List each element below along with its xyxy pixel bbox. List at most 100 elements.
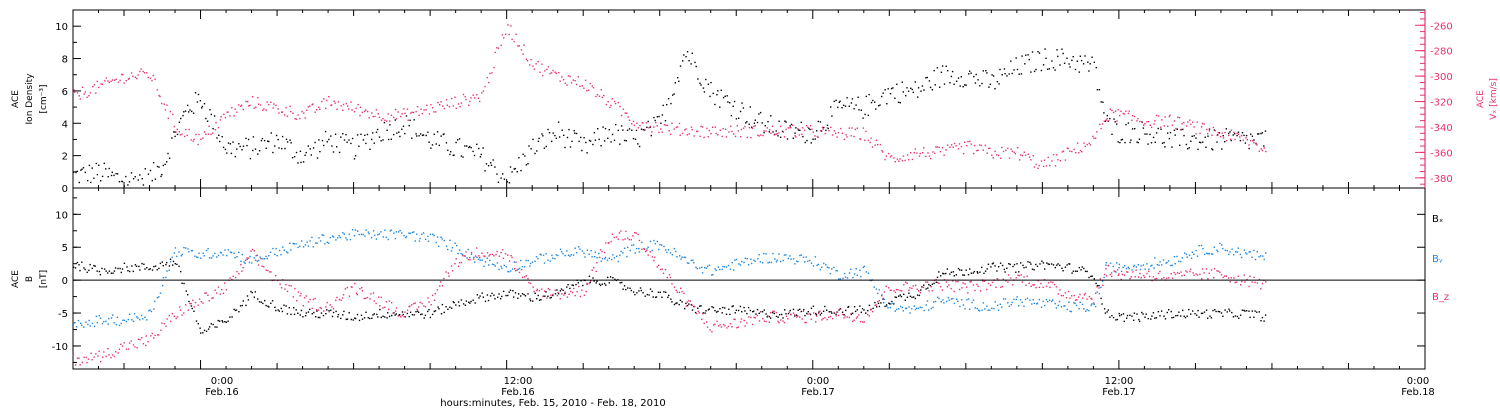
- bx-point: [909, 295, 912, 297]
- bx-point: [593, 280, 595, 282]
- vx-point: [1112, 111, 1115, 114]
- bz-point: [819, 310, 821, 312]
- by-point: [984, 308, 986, 310]
- by-point: [405, 235, 408, 238]
- by-point: [181, 253, 183, 256]
- bx-point: [766, 316, 768, 318]
- bx-point: [1066, 264, 1068, 266]
- by-point: [542, 254, 545, 256]
- vx-point: [1064, 159, 1067, 161]
- bx-point: [697, 307, 699, 309]
- ion-density-point: [221, 136, 223, 138]
- by-point: [583, 252, 585, 254]
- ion-density-point: [1174, 134, 1176, 136]
- ion-density-point: [261, 137, 264, 140]
- bx-point: [411, 314, 414, 316]
- bz-point: [323, 310, 325, 312]
- top-right-ylabel-vx: Vₓ [km/s]: [1489, 78, 1499, 120]
- ion-density-point: [936, 67, 939, 69]
- vx-point: [715, 132, 717, 135]
- ion-density-point: [516, 171, 518, 173]
- ion-density-point: [1088, 70, 1090, 72]
- vx-point: [785, 128, 787, 131]
- by-point: [586, 249, 589, 251]
- bx-point: [773, 312, 775, 315]
- bx-point: [661, 296, 663, 298]
- bx-point: [1144, 316, 1146, 318]
- vx-point: [624, 112, 626, 114]
- vx-point: [1230, 129, 1233, 131]
- vx-point: [902, 155, 905, 157]
- ion-density-point: [328, 138, 330, 141]
- bx-point: [705, 310, 707, 312]
- bz-point: [833, 311, 835, 314]
- bz-point: [768, 321, 770, 323]
- bx-point: [562, 289, 564, 291]
- bz-point: [355, 292, 358, 294]
- ion-density-point: [1248, 147, 1250, 150]
- by-point: [368, 233, 370, 235]
- vx-point: [183, 135, 186, 138]
- bz-point: [958, 288, 961, 291]
- ion-density-point: [1138, 138, 1141, 140]
- bz-point: [754, 317, 757, 319]
- bx-point: [325, 313, 327, 315]
- by-point: [1120, 270, 1123, 273]
- ion-density-point: [986, 72, 988, 74]
- bz-point: [1059, 289, 1061, 291]
- ion-density-point: [957, 77, 960, 79]
- by-point: [802, 256, 805, 258]
- by-point: [925, 304, 927, 306]
- vx-point: [378, 116, 381, 119]
- bz-point: [370, 293, 372, 295]
- bx-point: [1111, 314, 1113, 317]
- bx-point: [935, 281, 937, 283]
- ion-density-point: [209, 109, 211, 111]
- bz-point: [478, 255, 480, 257]
- vx-point: [762, 134, 764, 137]
- bz-point: [179, 309, 182, 311]
- vx-point: [962, 152, 965, 155]
- vx-point: [1175, 127, 1177, 130]
- by-point: [1139, 268, 1142, 271]
- by-point: [1178, 260, 1180, 262]
- by-point: [989, 309, 991, 311]
- bz-point: [724, 325, 726, 327]
- vx-point: [758, 135, 760, 137]
- bx-point: [319, 316, 321, 319]
- ion-density-point: [141, 178, 143, 180]
- vx-point: [1008, 157, 1011, 159]
- vx-point: [448, 106, 451, 108]
- bz-point: [1208, 272, 1210, 274]
- bx-point: [753, 310, 755, 312]
- bz-point: [1265, 281, 1267, 283]
- bz-point: [957, 280, 959, 283]
- vx-point: [706, 127, 708, 130]
- vx-point: [614, 102, 617, 105]
- bz-point: [661, 268, 663, 270]
- bx-point: [1236, 315, 1239, 318]
- by-point: [1167, 260, 1170, 262]
- by-point: [732, 269, 735, 271]
- bz-point: [1007, 274, 1010, 276]
- bx-point: [453, 301, 455, 304]
- bz-point: [1067, 290, 1070, 293]
- ion-density-point: [733, 100, 736, 103]
- by-point: [901, 306, 904, 309]
- vx-point: [1111, 109, 1113, 112]
- ion-density-point: [164, 163, 166, 166]
- vx-point: [1116, 120, 1118, 122]
- by-point: [1045, 299, 1047, 301]
- bx-point: [114, 267, 117, 269]
- vx-point: [854, 128, 857, 131]
- by-point: [1132, 265, 1135, 268]
- bx-point: [438, 308, 440, 310]
- ion-density-point: [380, 140, 382, 142]
- bz-point: [646, 250, 648, 252]
- ion-density-point: [199, 100, 202, 102]
- by-point: [809, 259, 811, 262]
- ion-density-point: [593, 132, 596, 134]
- bz-point: [638, 239, 641, 242]
- vx-point: [688, 133, 690, 135]
- vx-point: [351, 109, 353, 111]
